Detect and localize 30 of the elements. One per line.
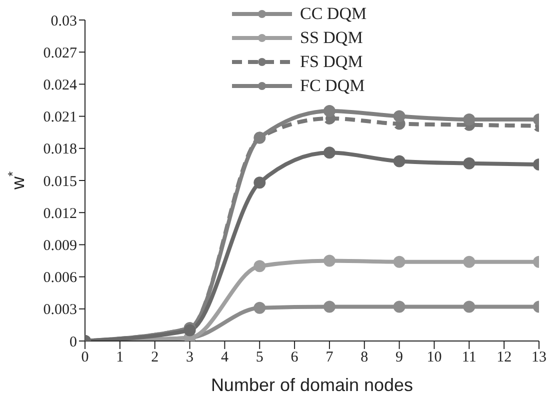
- y-tick-label: 0.024: [43, 78, 78, 94]
- x-tick-label: 0: [81, 350, 89, 366]
- x-tick-label: 7: [326, 350, 334, 366]
- x-tick-label: 11: [462, 350, 476, 366]
- x-tick-label: 5: [256, 350, 264, 366]
- y-tick-label: 0.012: [43, 206, 77, 222]
- x-tick-label: 9: [396, 350, 404, 366]
- x-tick-label: 1: [116, 350, 124, 366]
- y-tick-label: 0.021: [43, 110, 77, 126]
- y-tick-label: 0.015: [43, 174, 77, 190]
- x-tick-label: 13: [532, 350, 546, 366]
- x-tick-label: 2: [151, 350, 159, 366]
- y-tick-label: 0.006: [43, 270, 78, 286]
- y-tick-label: 0: [70, 334, 77, 350]
- y-tick-label: 0.003: [43, 302, 77, 318]
- legend-label: SS DQM: [300, 27, 363, 49]
- x-tick-label: 10: [426, 350, 442, 366]
- x-tick-label: 6: [290, 350, 299, 366]
- y-tick-label: 0.027: [43, 45, 78, 62]
- y-tick-label: 0.009: [43, 238, 77, 254]
- legend-label: FS DQM: [300, 51, 363, 73]
- y-tick-label: 0.018: [43, 142, 77, 158]
- x-tick-label: 3: [186, 350, 194, 366]
- x-tick-label: 4: [220, 350, 229, 366]
- x-tick-label: 8: [360, 350, 368, 366]
- legend-label: FC DQM: [300, 75, 365, 97]
- x-axis-title: Number of domain nodes: [210, 375, 414, 395]
- legend-label: CC DQM: [300, 3, 367, 25]
- x-tick-label: 12: [496, 350, 512, 366]
- y-tick-label: 0.03: [50, 13, 77, 30]
